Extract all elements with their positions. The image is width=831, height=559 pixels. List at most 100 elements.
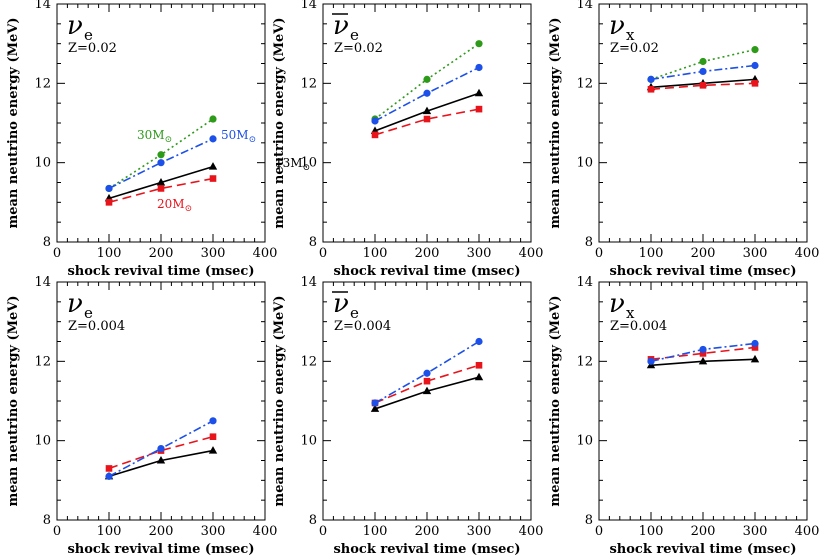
series-20M xyxy=(371,362,483,407)
panel-1: 0 100 200 300 400 8 10 12 14 shock revival time (… xyxy=(6,0,310,279)
metallicity-label: Z=0.02 xyxy=(610,41,659,56)
series-line xyxy=(108,420,214,478)
series-50M xyxy=(647,61,759,83)
neutrino-subscript: e xyxy=(350,304,359,322)
series-line xyxy=(374,66,480,122)
data-point xyxy=(423,377,431,385)
y-axis-label: mean neutrino energy (MeV) xyxy=(548,295,563,506)
y-axis-label: mean neutrino energy (MeV) xyxy=(272,17,287,228)
data-point xyxy=(371,117,379,125)
data-point xyxy=(157,159,165,167)
x-axis-label: shock revival time (msec) xyxy=(67,542,254,557)
x-tick-label: 300 xyxy=(467,246,492,261)
data-point xyxy=(156,456,166,464)
data-point xyxy=(423,115,431,123)
data-point xyxy=(157,445,165,453)
y-axis-label: mean neutrino energy (MeV) xyxy=(548,17,563,228)
y-tick-label: 14 xyxy=(34,275,51,290)
data-point xyxy=(647,357,655,365)
data-point xyxy=(699,345,707,354)
y-tick-label: 10 xyxy=(34,156,51,171)
panel-6: 0 100 200 300 400 8 10 12 14 shock revival time (… xyxy=(548,275,819,557)
series-50M xyxy=(105,417,217,480)
series-line xyxy=(108,435,214,470)
y-tick-label: 8 xyxy=(585,235,593,250)
data-point xyxy=(647,85,655,93)
x-tick-label: 300 xyxy=(743,524,768,539)
series-label-mass: 50M xyxy=(221,128,249,142)
x-tick-label: 300 xyxy=(467,524,492,539)
neutrino-subscript: e xyxy=(84,26,93,44)
y-tick-label: 8 xyxy=(43,513,51,528)
y-axis-label: mean neutrino energy (MeV) xyxy=(272,295,287,506)
series-50M xyxy=(371,63,483,125)
y-tick-label: 8 xyxy=(309,513,317,528)
x-tick-label: 200 xyxy=(415,524,440,539)
x-tick-label: 100 xyxy=(639,246,664,261)
sun-symbol: ⊙ xyxy=(165,135,173,145)
y-tick-label: 14 xyxy=(300,0,317,12)
y-tick-label: 8 xyxy=(43,235,51,250)
sun-symbol: ⊙ xyxy=(303,163,311,173)
x-tick-label: 200 xyxy=(691,524,716,539)
x-tick-label: 0 xyxy=(319,246,327,261)
data-point xyxy=(370,404,380,412)
x-tick-label: 100 xyxy=(639,524,664,539)
data-point xyxy=(422,386,432,395)
y-tick-label: 14 xyxy=(34,0,51,12)
x-tick-label: 300 xyxy=(201,246,226,261)
x-tick-label: 400 xyxy=(519,524,544,539)
y-tick-label: 10 xyxy=(300,156,317,171)
data-point xyxy=(474,372,484,381)
data-point xyxy=(699,67,707,76)
y-tick-label: 12 xyxy=(34,76,51,91)
neutrino-symbol: ν xyxy=(67,289,83,319)
data-point xyxy=(750,354,760,363)
x-tick-label: 0 xyxy=(53,246,61,261)
x-tick-label: 200 xyxy=(415,246,440,261)
x-tick-label: 200 xyxy=(691,246,716,261)
data-point xyxy=(751,344,759,351)
series-line xyxy=(650,82,756,91)
metallicity-label: Z=0.004 xyxy=(334,319,391,334)
panel-2: 0 100 200 300 400 8 10 12 14 shock revival time (… xyxy=(272,0,543,279)
series-13M xyxy=(370,372,484,412)
series-label: 30M⊙ xyxy=(137,128,172,145)
series-label-mass: 30M xyxy=(137,128,165,142)
data-point xyxy=(474,88,484,97)
series-50M xyxy=(371,337,483,407)
x-tick-label: 200 xyxy=(149,246,174,261)
x-tick-label: 400 xyxy=(253,524,278,539)
series-20M: 20M⊙ xyxy=(105,175,217,214)
x-tick-label: 300 xyxy=(743,246,768,261)
data-point xyxy=(698,356,708,365)
data-point xyxy=(751,339,759,348)
data-point xyxy=(209,135,217,143)
y-tick-label: 10 xyxy=(34,434,51,449)
data-point xyxy=(208,446,218,454)
data-point xyxy=(751,61,759,70)
data-point xyxy=(157,185,165,192)
neutrino-symbol: ν xyxy=(609,289,625,319)
x-tick-label: 0 xyxy=(53,524,61,539)
neutrino-symbol: ν xyxy=(609,11,625,41)
x-tick-label: 100 xyxy=(363,246,388,261)
x-tick-label: 0 xyxy=(319,524,327,539)
data-point xyxy=(105,199,113,206)
y-tick-label: 12 xyxy=(300,76,317,91)
x-axis-label: shock revival time (msec) xyxy=(609,542,796,557)
metallicity-label: Z=0.004 xyxy=(68,319,125,334)
data-point xyxy=(475,105,483,113)
neutrino-symbol: ν xyxy=(333,289,349,319)
series-13M xyxy=(646,354,760,369)
y-axis-label: mean neutrino energy (MeV) xyxy=(6,17,21,228)
neutrino-symbol: ν xyxy=(67,11,83,41)
x-tick-label: 400 xyxy=(519,246,544,261)
sun-symbol: ⊙ xyxy=(185,204,193,214)
series-20M xyxy=(647,80,759,93)
panel-3: 0 100 200 300 400 8 10 12 14 shock revival time (… xyxy=(548,0,819,279)
data-point xyxy=(423,75,431,83)
series-50M: 50M ⊙ xyxy=(105,128,256,193)
data-point xyxy=(751,80,759,87)
x-tick-label: 0 xyxy=(595,246,603,261)
